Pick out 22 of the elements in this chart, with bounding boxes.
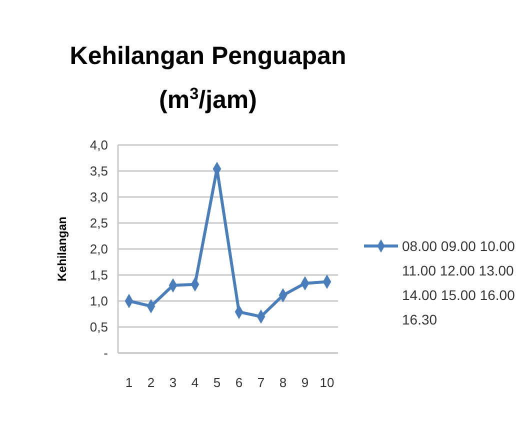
x-tick-label: 4 [191, 375, 199, 390]
x-tick-label: 6 [235, 375, 243, 390]
x-tick-label: 10 [320, 375, 334, 390]
y-tick-label: 2,0 [90, 242, 108, 257]
x-tick-label: 3 [169, 375, 177, 390]
x-tick-label: 7 [257, 375, 265, 390]
y-tick-label: 1,0 [90, 294, 108, 309]
y-tick-label: 0,5 [90, 320, 108, 335]
y-tick-label: 2,5 [90, 216, 108, 231]
y-axis-title: Kehilangan [55, 216, 69, 282]
chart-title: Kehilangan Penguapan (m$^{3}$/jam) [70, 42, 346, 114]
y-tick-label: 1,5 [90, 268, 108, 283]
legend-label: 08.00 09.00 10.00 11.00 12.00 13.00 14.00 15.00 16.00 16.30 [402, 238, 516, 328]
x-tick-label: 8 [279, 375, 287, 390]
x-tick-label: 9 [301, 375, 309, 390]
y-tick-label: 3,5 [90, 164, 108, 179]
y-tick-label: 3,0 [90, 190, 108, 205]
x-tick-label: 1 [125, 375, 133, 390]
y-tick-label: 4,0 [90, 138, 108, 153]
x-tick-label: 2 [147, 375, 155, 390]
y-tick-label: - [104, 346, 108, 361]
x-tick-label: 5 [213, 375, 221, 390]
